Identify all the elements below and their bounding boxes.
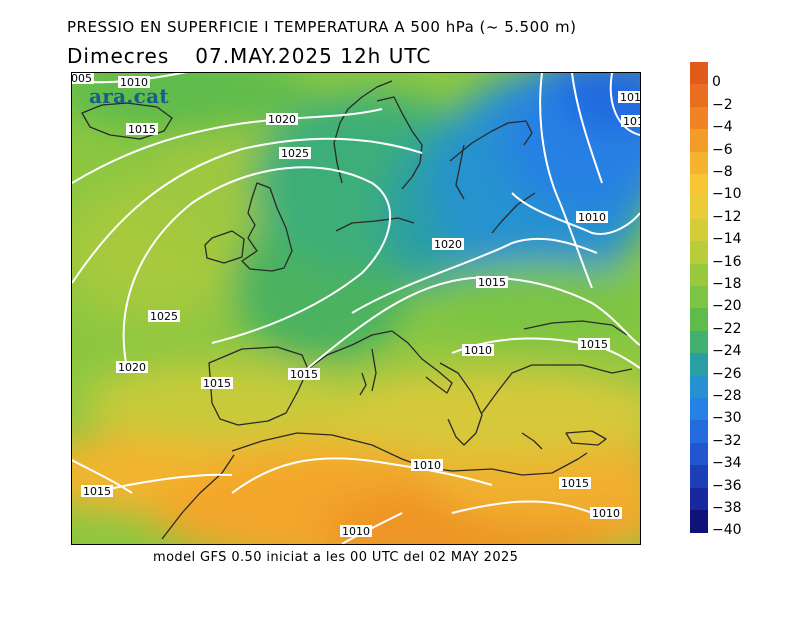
svg-text:1020: 1020 — [434, 238, 462, 251]
svg-text:1010: 1010 — [578, 211, 606, 224]
colorbar-label: −32 — [712, 432, 742, 449]
temperature-colorbar — [690, 62, 708, 552]
colorbar-segment — [690, 286, 708, 309]
colorbar-segment — [690, 263, 708, 287]
colorbar-segment — [690, 465, 708, 489]
map-title: PRESSIO EN SUPERFICIE I TEMPERATURA A 50… — [67, 18, 577, 36]
svg-text:1025: 1025 — [281, 147, 309, 160]
svg-text:1015: 1015 — [580, 338, 608, 351]
weather-map: 1005 1010 1015 1020 1025 1020 1015 1010 … — [71, 72, 641, 545]
svg-text:1015: 1015 — [478, 276, 506, 289]
ara-cat-logo: ara.cat — [89, 84, 169, 108]
colorbar-label: −2 — [712, 96, 733, 113]
isobar-label: 1015 — [126, 123, 158, 136]
svg-text:1015: 1015 — [561, 477, 589, 490]
colorbar-segment — [690, 106, 708, 130]
isobar-label: 1010 — [590, 507, 622, 520]
svg-text:1020: 1020 — [268, 113, 296, 126]
colorbar-label: −4 — [712, 119, 733, 136]
colorbar-label: −26 — [712, 365, 742, 382]
isobar-label: 1010 — [340, 525, 372, 538]
isobar-label: 1020 — [116, 361, 148, 374]
isobar-label: 1015 — [288, 368, 320, 381]
colorbar-segment — [690, 84, 708, 108]
colorbar-segment — [690, 218, 708, 242]
svg-text:1010: 1010 — [464, 344, 492, 357]
colorbar-label: −30 — [712, 410, 742, 427]
colorbar-segment — [690, 308, 708, 332]
isobar-label: 1020 — [266, 113, 298, 126]
isobar-label: 1015 — [476, 276, 508, 289]
colorbar-label: −16 — [712, 253, 742, 270]
colorbar-segment — [690, 196, 708, 220]
svg-text:1020: 1020 — [118, 361, 146, 374]
colorbar-segment — [690, 151, 708, 175]
svg-text:1015: 1015 — [83, 485, 111, 498]
svg-text:1015: 1015 — [290, 368, 318, 381]
colorbar-label: −36 — [712, 477, 742, 494]
colorbar-label: −38 — [712, 500, 742, 516]
colorbar-segment — [690, 174, 708, 197]
isobar-label: 1015 — [559, 477, 591, 490]
colorbar-segment — [690, 129, 708, 153]
colorbar-label: −40 — [712, 522, 742, 539]
isobar-label: 1025 — [279, 147, 311, 160]
colorbar-segment — [690, 487, 708, 511]
isobar-label: 1010 — [462, 344, 494, 357]
colorbar-segment — [690, 510, 708, 533]
svg-text:1010: 1010 — [413, 459, 441, 472]
isobar-label: 1015 — [618, 91, 640, 104]
colorbar-label: −8 — [712, 164, 733, 180]
model-info: model GFS 0.50 iniciat a les 00 UTC del … — [153, 550, 519, 565]
isobar-label: 1015 — [81, 485, 113, 498]
isobar-label: 1020 — [432, 238, 464, 251]
colorbar-label: −18 — [712, 276, 742, 292]
colorbar-label: −6 — [712, 141, 733, 158]
colorbar-segment — [690, 330, 708, 354]
svg-text:1025: 1025 — [150, 310, 178, 323]
colorbar-segment — [690, 420, 708, 444]
svg-text:1005: 1005 — [72, 73, 92, 85]
colorbar-segment — [690, 353, 708, 377]
isobar-label: 1010 — [576, 211, 608, 224]
colorbar-label: −24 — [712, 343, 742, 360]
colorbar-segment — [690, 241, 708, 265]
colorbar-segment — [690, 375, 708, 399]
isobar-label: 1010 — [621, 115, 640, 128]
svg-text:1015: 1015 — [203, 377, 231, 390]
isobar-labels: 1005 1010 1015 1020 1025 1020 1015 1010 … — [72, 73, 640, 538]
isobar-label: 1010 — [118, 76, 150, 89]
colorbar-label: 0 — [712, 74, 721, 91]
colorbar-label: −14 — [712, 231, 742, 248]
svg-text:1010: 1010 — [592, 507, 620, 520]
svg-text:1015: 1015 — [128, 123, 156, 136]
colorbar-segment — [690, 398, 708, 421]
isobars — [72, 73, 640, 544]
isobar-label: 1005 — [72, 73, 94, 85]
forecast-datetime: Dimecres 07.MAY.2025 12h UTC — [67, 44, 431, 68]
colorbar-segment — [690, 442, 708, 466]
forecast-date: 07.MAY.2025 12h UTC — [195, 44, 432, 68]
isobar-label: 1015 — [201, 377, 233, 390]
forecast-day: Dimecres — [67, 44, 170, 68]
svg-text:1010: 1010 — [623, 115, 640, 128]
colorbar-label: −10 — [712, 186, 742, 203]
svg-text:1010: 1010 — [342, 525, 370, 538]
colorbar-label: −22 — [712, 320, 742, 337]
isobar-label: 1025 — [148, 310, 180, 323]
colorbar-segment — [690, 62, 708, 85]
svg-text:1010: 1010 — [120, 76, 148, 89]
isobar-label: 1010 — [411, 459, 443, 472]
svg-text:1015: 1015 — [620, 91, 640, 104]
isobar-label: 1015 — [578, 338, 610, 351]
colorbar-label: −20 — [712, 298, 742, 315]
colorbar-label: −34 — [712, 455, 742, 472]
colorbar-label: −12 — [712, 208, 742, 225]
colorbar-label: −28 — [712, 388, 742, 404]
